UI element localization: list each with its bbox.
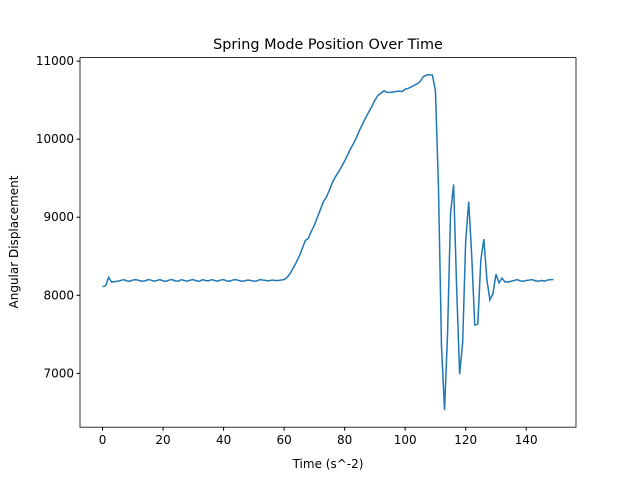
line-series (102, 74, 554, 411)
y-tick-label: 11000 (36, 54, 74, 68)
x-tick-label: 20 (155, 433, 170, 447)
x-tick-label: 0 (99, 433, 107, 447)
x-tick-label: 120 (454, 433, 477, 447)
y-tick-label: 9000 (43, 210, 74, 224)
y-tick-label: 8000 (43, 288, 74, 302)
y-axis-label: Angular Displacement (7, 175, 21, 308)
x-tick-label: 140 (515, 433, 538, 447)
x-tick-label: 60 (276, 433, 291, 447)
x-tick-label: 100 (394, 433, 417, 447)
x-axis-label: Time (s^-2) (292, 457, 364, 471)
plot-frame (79, 57, 577, 428)
x-tick-label: 40 (216, 433, 231, 447)
y-tick-label: 7000 (43, 366, 74, 380)
y-tick-label: 10000 (36, 132, 74, 146)
chart-title: Spring Mode Position Over Time (213, 37, 443, 53)
x-tick-label: 80 (337, 433, 352, 447)
